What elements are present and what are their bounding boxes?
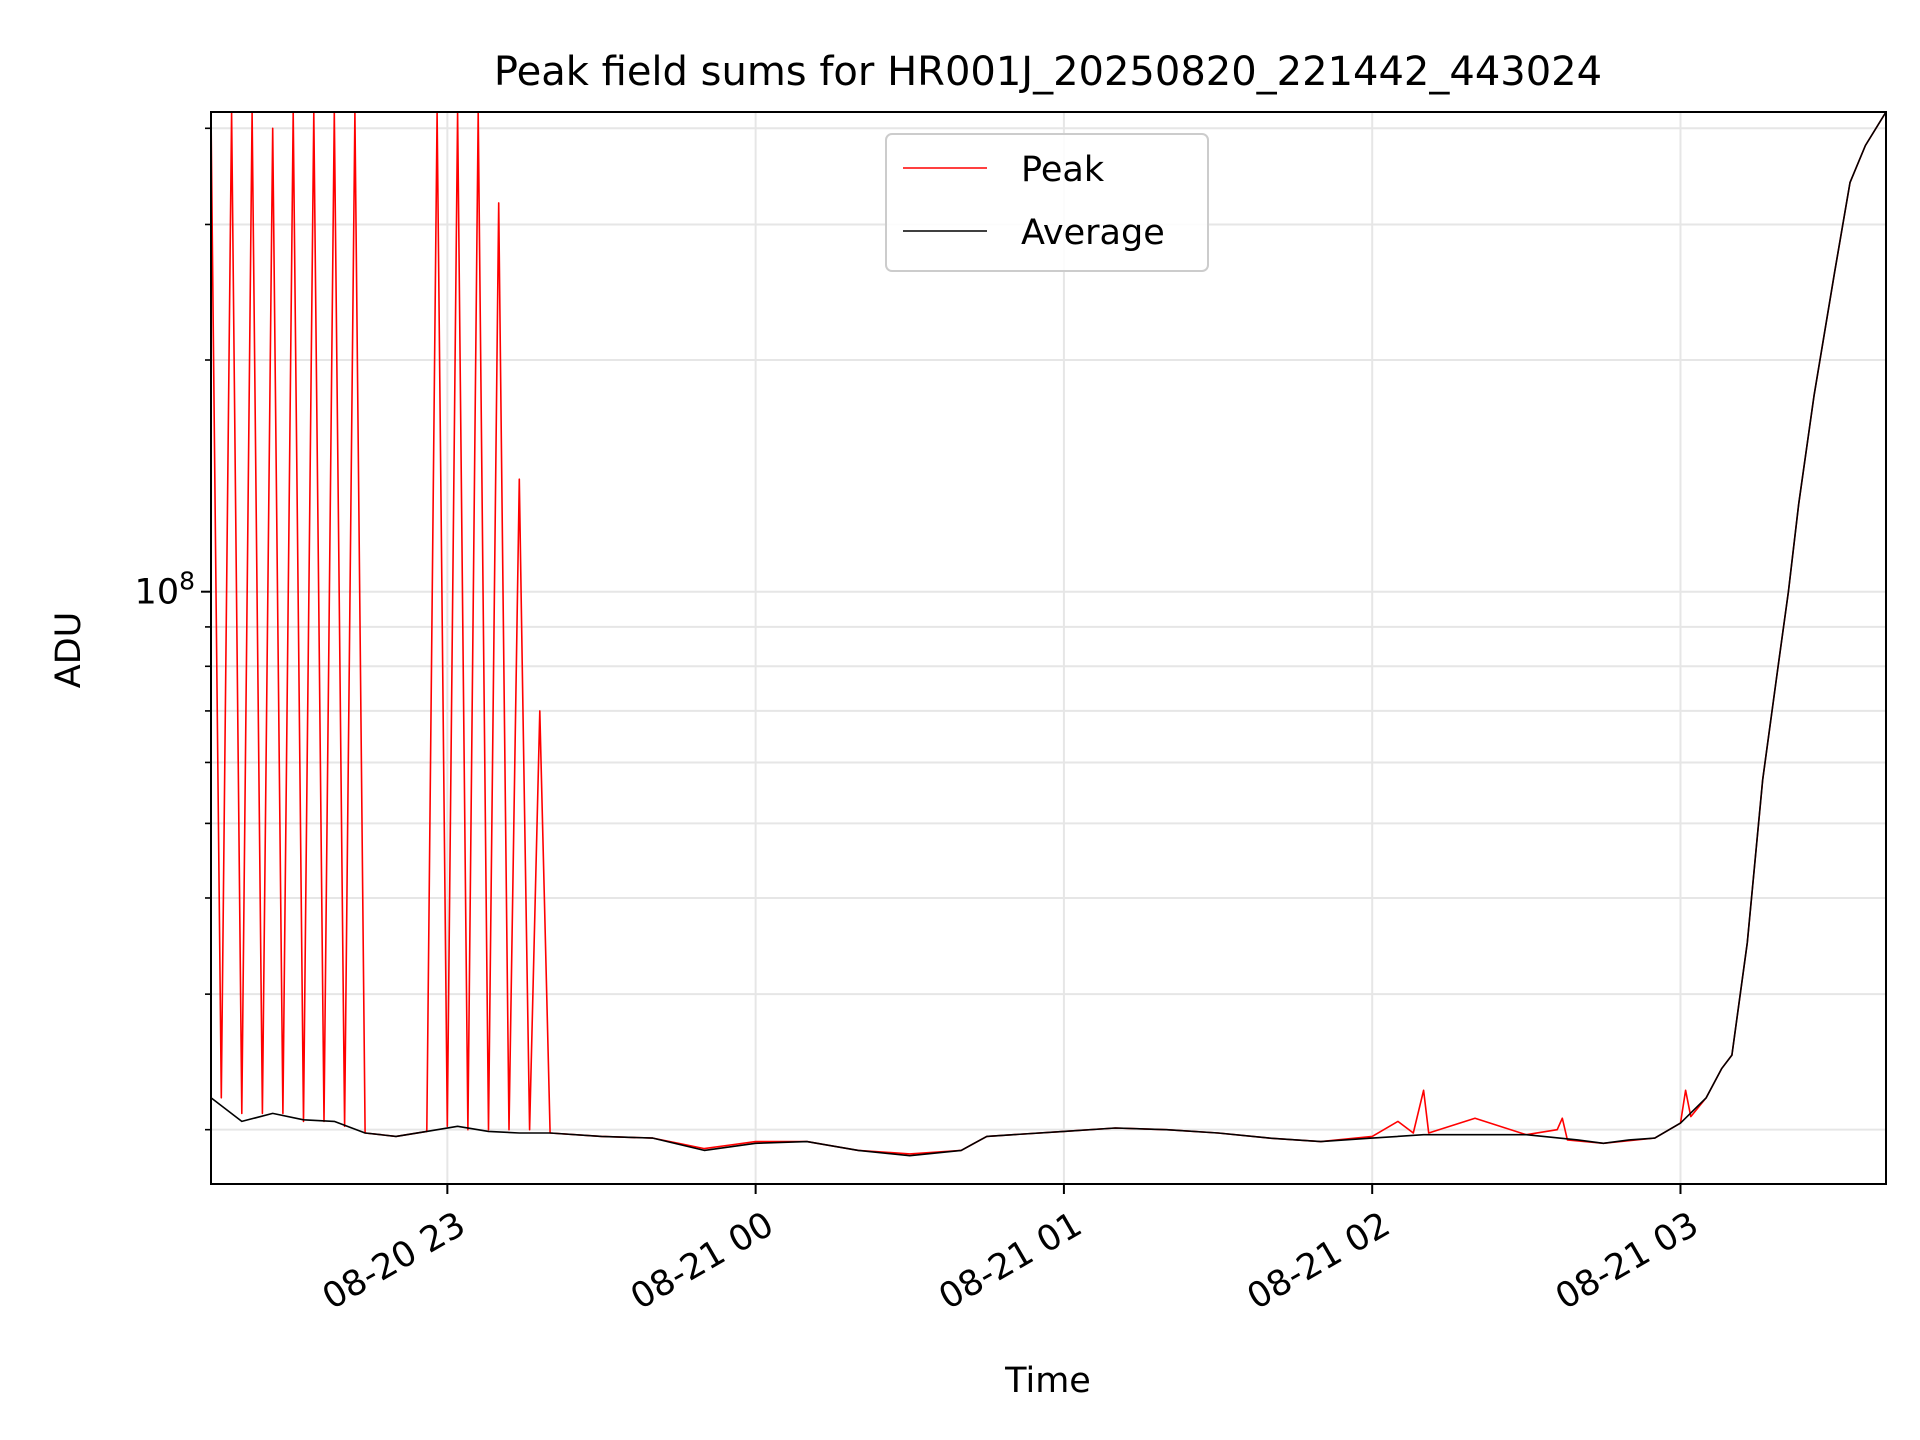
- series-line-average: [211, 112, 1886, 1157]
- legend-label-average: Average: [1021, 213, 1165, 253]
- series-layer: [211, 112, 1886, 1157]
- legend: Peak Average: [885, 133, 1209, 272]
- y-axis-label: ADU: [49, 612, 89, 689]
- y-tick-label: 108: [135, 567, 195, 613]
- plot-frame: [210, 111, 1887, 1185]
- legend-label-peak: Peak: [1021, 150, 1105, 190]
- x-axis-label: Time: [1004, 1361, 1091, 1401]
- series-average: [211, 112, 1886, 1157]
- chart-title: Peak field sums for HR001J_20250820_2214…: [494, 49, 1602, 95]
